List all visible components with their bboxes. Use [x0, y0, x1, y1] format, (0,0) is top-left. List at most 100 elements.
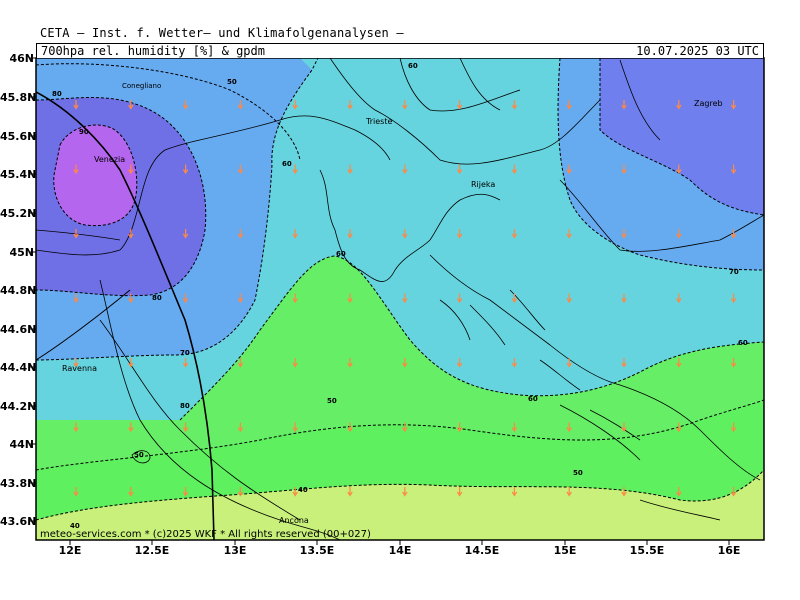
island-5: [559, 404, 641, 461]
lat-label: 45.2N: [0, 207, 37, 220]
wind-arrow: [730, 358, 737, 368]
contour-line-upper: [36, 289, 131, 361]
wind-arrow: [182, 100, 189, 110]
wind-arrow: [292, 422, 298, 433]
contour-label: 80: [180, 402, 190, 410]
wind-arrow: [128, 358, 134, 368]
wind-arrow: [730, 100, 737, 110]
wind-arrow: [237, 422, 244, 433]
contour-label: 50: [573, 469, 583, 477]
wind-arrow: [730, 487, 737, 497]
island-7: [639, 499, 721, 521]
wind-arrow: [237, 100, 244, 110]
wind-arrow: [128, 164, 134, 175]
contour-label: 80: [152, 294, 162, 302]
coastline-italy: [36, 115, 391, 256]
lat-label: 44.6N: [0, 323, 37, 336]
lat-label: 44N: [9, 438, 34, 451]
wind-arrow: [566, 487, 572, 497]
wind-arrow: [402, 293, 408, 304]
wind-arrow: [128, 229, 134, 239]
contour-label: 90: [79, 128, 89, 136]
wind-arrow: [730, 293, 737, 304]
wind-arrow: [182, 358, 189, 368]
wind-arrow: [73, 293, 79, 304]
wind-arrow: [456, 100, 463, 110]
wind-arrow: [292, 487, 298, 497]
wind-arrow: [292, 164, 298, 175]
city-venezia: Venezia: [94, 155, 125, 164]
wind-arrow: [566, 422, 572, 433]
wind-arrow: [566, 164, 572, 175]
island-4: [539, 359, 581, 391]
wind-arrow: [402, 358, 408, 368]
wind-arrow: [347, 100, 353, 110]
contour-60: [179, 255, 764, 421]
contour-label: 50: [134, 451, 144, 459]
wind-arrow: [676, 422, 682, 433]
geopotential-line: [36, 91, 215, 540]
city-ravenna: Ravenna: [62, 364, 97, 373]
contour-label: 40: [70, 522, 80, 530]
contour-label: 50: [227, 78, 237, 86]
lon-label: 15E: [553, 544, 577, 557]
wind-arrow: [237, 293, 244, 304]
lon-label: 13E: [223, 544, 247, 557]
wind-arrow: [402, 229, 408, 239]
wind-arrow: [73, 487, 79, 497]
island-2: [469, 304, 506, 346]
wind-arrow: [676, 229, 682, 239]
wind-arrow: [292, 229, 298, 239]
wind-arrow: [511, 229, 518, 239]
wind-arrow: [566, 293, 572, 304]
wind-arrow: [456, 164, 463, 175]
contour-label: 80: [52, 90, 62, 98]
wind-arrow: [402, 422, 408, 433]
wind-arrow: [237, 487, 244, 497]
wind-arrow: [621, 422, 627, 433]
wind-arrow: [182, 164, 189, 175]
wind-arrow: [402, 164, 408, 175]
contour-70-east: [557, 58, 764, 271]
wind-arrow: [73, 164, 79, 175]
wind-arrow: [456, 358, 463, 368]
border-internal-1: [399, 58, 521, 112]
lat-label: 46N: [9, 52, 34, 65]
wind-arrow: [182, 293, 189, 304]
border-internal-3: [619, 59, 661, 141]
contour-50: [36, 399, 764, 471]
wind-arrow: [730, 422, 737, 433]
wind-arrow: [456, 229, 463, 239]
wind-arrow: [182, 422, 189, 433]
wind-arrow: [237, 229, 244, 239]
contour-label: 60: [408, 62, 418, 70]
contour-label: 70: [180, 349, 190, 357]
wind-arrow: [730, 164, 737, 175]
island-1: [439, 299, 471, 341]
small-island-left: [131, 450, 151, 464]
wind-arrow: [621, 358, 627, 368]
wind-arrow: [511, 358, 518, 368]
contour-90: [53, 124, 138, 227]
wind-arrow: [566, 100, 572, 110]
wind-arrow: [676, 100, 682, 110]
wind-arrow: [456, 293, 463, 304]
lat-label: 45N: [9, 246, 34, 259]
lat-label: 43.6N: [0, 515, 37, 528]
contour-label: 60: [336, 250, 346, 258]
contour-40: [36, 469, 764, 521]
wind-arrow: [347, 487, 353, 497]
wind-arrow: [347, 164, 353, 175]
lat-label: 44.8N: [0, 284, 37, 297]
lon-label: 13.5E: [299, 544, 335, 557]
wind-arrows: [73, 100, 737, 497]
coastline-adriatic-west: [99, 279, 341, 540]
wind-arrow: [292, 358, 298, 368]
contour-label: 60: [528, 395, 538, 403]
wind-arrow: [456, 487, 463, 497]
wind-arrow: [676, 293, 682, 304]
lat-label: 44.2N: [0, 400, 37, 413]
header-bar: 700hpa rel. humidity [%] & gpdm 10.07.20…: [36, 43, 764, 58]
wind-arrow: [237, 358, 244, 368]
wind-arrow: [511, 487, 518, 497]
